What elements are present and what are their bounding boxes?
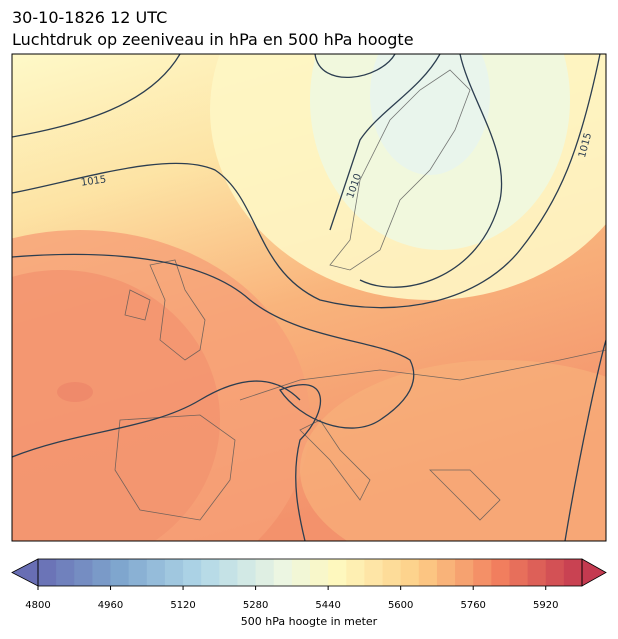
colorbar-bin <box>310 559 329 586</box>
coastline <box>114 69 606 521</box>
colorbar-bin <box>328 559 347 586</box>
colorbar-bin <box>128 559 148 586</box>
colorbar-bin <box>110 559 130 586</box>
colorbar-tick-label: 4960 <box>98 600 123 611</box>
colorbar-bin <box>491 559 510 586</box>
colorbar-tick-label: 4800 <box>25 600 50 611</box>
colorbar-tick-label: 5760 <box>460 600 485 611</box>
colorbar-bin <box>346 559 365 586</box>
colorbar-bin <box>364 559 384 586</box>
date: 30-10-1826 12 UTC <box>12 8 168 27</box>
colorbar-bin <box>400 559 420 586</box>
colorbar-bin <box>455 559 474 586</box>
colorbar-extend-low <box>11 558 39 587</box>
title: Luchtdruk op zeeniveau in hPa en 500 hPa… <box>12 30 414 49</box>
colorbar-bin <box>563 559 583 586</box>
colorbar-tick-label: 5600 <box>388 600 413 611</box>
map-field: 1015 1010 1015 <box>12 54 606 541</box>
colorbar-tick-label: 5280 <box>243 600 268 611</box>
colorbar-bin <box>291 559 311 586</box>
colorbar-label: 500 hPa hoogte in meter <box>241 615 378 628</box>
colorbar-bin <box>527 559 547 586</box>
colorbar-frame <box>37 558 583 587</box>
colorbar-tick-label: 5920 <box>533 600 558 611</box>
colorbar-bin <box>74 559 93 586</box>
colorbar-bin <box>164 559 184 586</box>
colorbar-bin <box>237 559 257 586</box>
isobars <box>12 54 606 541</box>
map-frame <box>11 53 607 542</box>
colorbar-bin <box>201 559 220 586</box>
colorbar-bin <box>509 559 529 586</box>
colorbar-bin <box>146 559 166 586</box>
colorbar-bin <box>382 559 402 586</box>
colorbar-bin <box>255 559 275 586</box>
colorbar-extend-high <box>581 558 607 587</box>
colorbar-tick-label: 5120 <box>170 600 195 611</box>
colorbar-bin <box>38 559 57 586</box>
colorbar: 4800 4960 5120 5280 5440 5600 5760 5920 <box>11 558 607 611</box>
colorbar-bin <box>418 559 438 586</box>
colorbar-tick-label: 5440 <box>315 600 340 611</box>
colorbar-bin <box>473 559 492 586</box>
contour-label: 1015 <box>80 174 107 188</box>
colorbar-bin <box>92 559 112 586</box>
colorbar-bin <box>545 559 565 586</box>
colorbar-bin <box>219 559 238 586</box>
colorbar-bin <box>273 559 293 586</box>
colorbar-bin <box>436 559 456 586</box>
colorbar-bin <box>183 559 202 586</box>
colorbar-bin <box>56 559 75 586</box>
